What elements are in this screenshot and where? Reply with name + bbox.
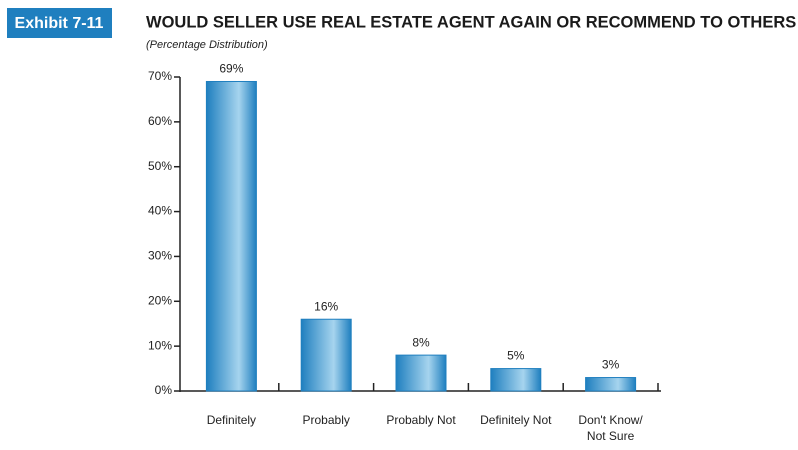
y-tick-label: 70% (148, 69, 172, 83)
value-label: 3% (602, 358, 620, 372)
x-tick-label: Definitely Not (480, 413, 552, 427)
x-tick-label: Probably (302, 413, 350, 427)
exhibit-label: Exhibit 7-11 (15, 15, 104, 32)
bar (205, 80, 257, 392)
y-tick-label: 30% (148, 249, 172, 263)
chart-subtitle: (Percentage Distribution) (146, 39, 268, 51)
bar (395, 354, 447, 392)
x-tick-label: Probably Not (386, 413, 456, 427)
x-tick-label: Don't Know/ Not Sure (578, 413, 643, 443)
bar (300, 318, 352, 392)
y-tick-label: 60% (148, 114, 172, 128)
bar (585, 377, 637, 392)
value-label: 8% (412, 335, 430, 349)
y-tick-label: 20% (148, 293, 172, 307)
x-tick-label: Definitely (206, 413, 257, 427)
value-label: 16% (314, 299, 338, 313)
value-label: 5% (507, 349, 525, 363)
y-tick-label: 10% (148, 338, 172, 352)
y-tick-label: 40% (148, 204, 172, 218)
y-tick-label: 0% (155, 383, 173, 397)
bar (490, 368, 542, 392)
y-tick-label: 50% (148, 159, 172, 173)
chart-title: WOULD SELLER USE REAL ESTATE AGENT AGAIN… (146, 13, 796, 31)
exhibit-box (7, 8, 112, 38)
value-label: 69% (219, 62, 243, 76)
